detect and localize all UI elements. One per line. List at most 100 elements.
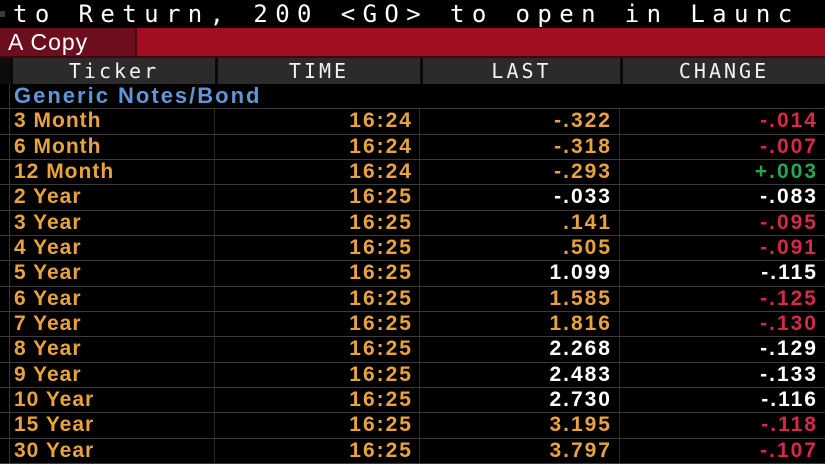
change-cell: -.083 xyxy=(760,185,818,209)
row-gutter xyxy=(0,387,10,413)
time-cell: 16:25 xyxy=(215,438,420,463)
change-cell: +.003 xyxy=(754,160,818,184)
last-cell: 2.268 xyxy=(420,337,620,362)
last-cell: .505 xyxy=(420,235,620,261)
last-cell: -.318 xyxy=(420,134,620,159)
row-gutter xyxy=(0,185,10,210)
row-gutter xyxy=(0,210,10,235)
table-row[interactable]: 12 Month 16:24 -.293 +.003 xyxy=(0,159,825,186)
time-cell: 16:24 xyxy=(215,134,420,159)
ticker-cell[interactable]: 2 Year xyxy=(10,185,215,210)
time-cell: 16:25 xyxy=(215,413,420,438)
table-body: Generic Notes/Bond 3 Month 16:24 -.322 -… xyxy=(0,83,825,464)
row-gutter xyxy=(0,84,10,109)
change-cell: -.130 xyxy=(760,312,818,336)
column-header-last[interactable]: LAST xyxy=(420,58,620,84)
ticker-cell[interactable]: 4 Year xyxy=(10,235,215,261)
change-cell: -.115 xyxy=(761,261,818,285)
last-cell: 1.585 xyxy=(420,286,620,311)
ticker-cell[interactable]: 5 Year xyxy=(10,261,215,286)
column-header-time[interactable]: TIME xyxy=(215,58,420,84)
last-cell: 2.730 xyxy=(420,387,620,413)
panel-tab-bar: A Copy xyxy=(0,28,825,58)
column-header-change[interactable]: CHANGE xyxy=(620,58,825,84)
change-cell: -.095 xyxy=(760,210,818,234)
row-gutter xyxy=(0,311,10,337)
row-gutter xyxy=(0,261,10,286)
top-message-text: to Return, 200 <GO> to open in Launc xyxy=(13,0,800,28)
time-cell: 16:25 xyxy=(215,286,420,311)
change-cell: -.118 xyxy=(761,413,818,437)
top-message-bar: to Return, 200 <GO> to open in Launc xyxy=(0,0,825,28)
last-cell: 2.483 xyxy=(420,362,620,387)
change-cell: -.116 xyxy=(761,388,818,412)
ticker-cell[interactable]: 12 Month xyxy=(10,159,215,185)
change-cell: -.014 xyxy=(760,109,818,133)
row-gutter xyxy=(0,159,10,185)
column-header-ticker[interactable]: Ticker xyxy=(10,58,215,84)
table-row[interactable]: 6 Month 16:24 -.318 -.007 xyxy=(0,134,825,160)
time-cell: 16:25 xyxy=(215,235,420,261)
last-cell: -.293 xyxy=(420,159,620,185)
time-cell: 16:24 xyxy=(215,109,420,134)
tab-a-copy[interactable]: A Copy xyxy=(0,28,137,56)
tab-a-copy-label: A Copy xyxy=(8,28,89,55)
row-gutter xyxy=(0,109,10,134)
last-cell: .141 xyxy=(420,210,620,235)
table-row[interactable]: 3 Year 16:25 .141 -.095 xyxy=(0,210,825,236)
ticker-cell[interactable]: 8 Year xyxy=(10,337,215,362)
table-row[interactable]: 4 Year 16:25 .505 -.091 xyxy=(0,235,825,262)
table-row[interactable]: 8 Year 16:25 2.268 -.129 xyxy=(0,337,825,363)
time-cell: 16:25 xyxy=(215,185,420,210)
ticker-cell[interactable]: 9 Year xyxy=(10,362,215,387)
row-gutter xyxy=(0,438,10,463)
change-cell: -.129 xyxy=(760,337,818,361)
table-row[interactable]: 30 Year 16:25 3.797 -.107 xyxy=(0,438,825,464)
row-gutter xyxy=(0,337,10,362)
row-gutter xyxy=(0,134,10,159)
time-cell: 16:24 xyxy=(215,159,420,185)
ticker-cell[interactable]: 3 Year xyxy=(10,210,215,235)
change-cell: -.007 xyxy=(760,134,818,158)
row-gutter xyxy=(0,362,10,387)
section-title: Generic Notes/Bond xyxy=(14,83,262,109)
table-row[interactable]: 10 Year 16:25 2.730 -.116 xyxy=(0,387,825,414)
section-header-row: Generic Notes/Bond xyxy=(0,83,825,110)
time-cell: 16:25 xyxy=(215,261,420,286)
table-row[interactable]: 5 Year 16:25 1.099 -.115 xyxy=(0,261,825,287)
time-cell: 16:25 xyxy=(215,362,420,387)
change-cell: -.125 xyxy=(760,286,818,310)
ticker-cell[interactable]: 7 Year xyxy=(10,311,215,337)
topbar-left-tick xyxy=(0,11,5,17)
time-cell: 16:25 xyxy=(215,210,420,235)
ticker-cell[interactable]: 15 Year xyxy=(10,413,215,438)
ticker-cell[interactable]: 6 Year xyxy=(10,286,215,311)
last-cell: -.033 xyxy=(420,185,620,210)
change-cell: -.107 xyxy=(760,438,818,462)
ticker-cell[interactable]: 10 Year xyxy=(10,387,215,413)
table-header-row: Ticker TIME LAST CHANGE xyxy=(0,58,825,84)
ticker-cell[interactable]: 6 Month xyxy=(10,134,215,159)
table-row[interactable]: 15 Year 16:25 3.195 -.118 xyxy=(0,413,825,439)
header-gutter xyxy=(0,58,10,84)
ticker-cell[interactable]: 3 Month xyxy=(10,109,215,134)
time-cell: 16:25 xyxy=(215,337,420,362)
last-cell: -.322 xyxy=(420,109,620,134)
table-row[interactable]: 7 Year 16:25 1.816 -.130 xyxy=(0,311,825,338)
table-row[interactable]: 2 Year 16:25 -.033 -.083 xyxy=(0,185,825,211)
change-cell: -.133 xyxy=(760,362,818,386)
table-row[interactable]: 6 Year 16:25 1.585 -.125 xyxy=(0,286,825,312)
time-cell: 16:25 xyxy=(215,387,420,413)
row-gutter xyxy=(0,286,10,311)
last-cell: 3.195 xyxy=(420,413,620,438)
row-gutter xyxy=(0,235,10,261)
last-cell: 1.099 xyxy=(420,261,620,286)
row-gutter xyxy=(0,413,10,438)
ticker-cell[interactable]: 30 Year xyxy=(10,438,215,463)
last-cell: 3.797 xyxy=(420,438,620,463)
table-row[interactable]: 3 Month 16:24 -.322 -.014 xyxy=(0,109,825,135)
table-row[interactable]: 9 Year 16:25 2.483 -.133 xyxy=(0,362,825,388)
last-cell: 1.816 xyxy=(420,311,620,337)
time-cell: 16:25 xyxy=(215,311,420,337)
